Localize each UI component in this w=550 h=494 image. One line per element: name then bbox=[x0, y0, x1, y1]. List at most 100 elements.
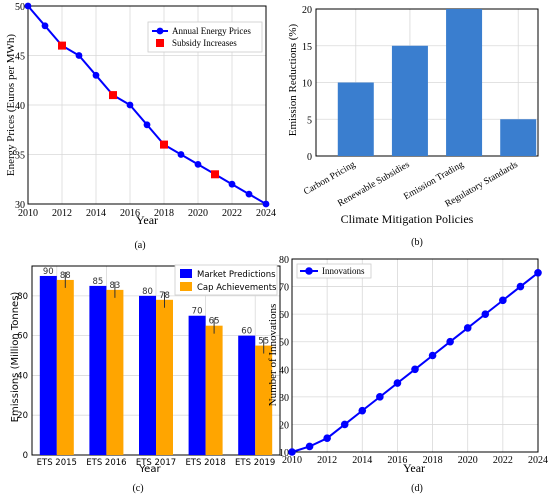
panel-d-ylabel: Number of Innovations bbox=[267, 304, 279, 407]
y-tick-label: 50 bbox=[15, 2, 25, 13]
y-tick-label: 70 bbox=[279, 283, 289, 294]
y-tick-label: 40 bbox=[279, 365, 289, 376]
x-tick-label: ETS 2017 bbox=[136, 458, 176, 468]
legend-label: Subsidy Increases bbox=[172, 38, 237, 48]
y-tick-label: 5 bbox=[307, 115, 312, 126]
y-tick-label: 60 bbox=[279, 310, 289, 321]
y-tick-label: 10 bbox=[279, 448, 289, 459]
panel-a-energy-prices: Year Energy Prices (Euros per MWh) (a) 2… bbox=[5, 2, 276, 251]
data-label: 88 bbox=[60, 271, 71, 281]
x-tick-label: ETS 2016 bbox=[86, 458, 126, 468]
legend-marker bbox=[156, 27, 164, 35]
x-tick-label: 2020 bbox=[188, 208, 208, 219]
data-label: 90 bbox=[43, 267, 54, 277]
data-point bbox=[463, 324, 472, 332]
subsidy-marker bbox=[58, 41, 66, 50]
panel-c-ets-emissions: Year Emissions (Million Tonnes) (c) 0 20 4… bbox=[10, 264, 281, 494]
bar bbox=[238, 335, 256, 455]
x-tick-label: 2024 bbox=[528, 455, 548, 466]
x-tick-label: 2012 bbox=[317, 455, 337, 466]
x-tick-label: 2020 bbox=[458, 455, 478, 466]
subsidy-marker bbox=[109, 91, 117, 100]
y-tick-label: 0 bbox=[307, 152, 312, 163]
x-tick-label: 2018 bbox=[423, 455, 443, 466]
y-tick-label: 40 bbox=[15, 101, 25, 112]
panel-c-ylabel: Emissions (Million Tonnes) bbox=[10, 292, 21, 423]
data-point bbox=[428, 351, 437, 360]
y-tick-label: 20 bbox=[17, 411, 28, 421]
panel-d-xlabel: Year bbox=[403, 461, 425, 475]
panel-a-xlabel: Year bbox=[136, 213, 158, 227]
data-point bbox=[288, 448, 296, 456]
panel-c-caption: (c) bbox=[132, 483, 143, 494]
data-label: 60 bbox=[241, 327, 252, 337]
bar bbox=[156, 299, 173, 455]
panel-c-xlabel: Year bbox=[138, 464, 161, 475]
y-tick-label: 30 bbox=[15, 200, 25, 211]
data-point bbox=[75, 52, 83, 59]
data-point bbox=[177, 151, 185, 158]
y-tick-label: 40 bbox=[17, 371, 28, 381]
legend-label: Innovations bbox=[322, 266, 365, 276]
panel-d-innovations: Year Number of Innovations (d) 2010 2012 2… bbox=[267, 255, 548, 494]
y-tick-label: 50 bbox=[279, 338, 289, 349]
bar bbox=[188, 315, 206, 455]
panel-d-caption: (d) bbox=[411, 483, 423, 494]
y-tick-label: 30 bbox=[279, 393, 289, 404]
data-label: 83 bbox=[109, 281, 120, 291]
y-tick-label: 10 bbox=[302, 79, 312, 90]
legend-label: Annual Energy Prices bbox=[172, 26, 251, 36]
y-tick-label: 80 bbox=[279, 255, 289, 266]
bar bbox=[337, 82, 374, 156]
x-tick-label: 2014 bbox=[352, 455, 372, 466]
x-tick-label: 2010 bbox=[282, 455, 302, 466]
data-point bbox=[481, 310, 490, 318]
panel-b-caption: (b) bbox=[411, 237, 423, 248]
data-point bbox=[228, 180, 236, 188]
x-tick-label: ETS 2015 bbox=[37, 458, 77, 468]
data-point bbox=[376, 393, 384, 401]
data-label: 65 bbox=[209, 317, 220, 327]
bar bbox=[89, 285, 107, 455]
y-tick-label: 15 bbox=[302, 42, 312, 53]
x-tick-label: 2024 bbox=[256, 208, 276, 219]
data-point bbox=[499, 296, 507, 305]
data-label: 70 bbox=[192, 307, 203, 317]
data-point bbox=[305, 442, 314, 451]
data-point bbox=[411, 365, 419, 374]
data-point bbox=[534, 268, 542, 277]
data-point bbox=[262, 200, 270, 208]
data-point bbox=[126, 101, 134, 109]
data-label: 55 bbox=[258, 337, 269, 347]
y-tick-label: 80 bbox=[17, 292, 28, 302]
data-point bbox=[446, 337, 454, 346]
data-point bbox=[24, 2, 32, 10]
legend-marker bbox=[156, 39, 164, 47]
data-point bbox=[245, 190, 253, 198]
panel-b-ylabel: Emission Reductions (%) bbox=[287, 23, 299, 136]
x-tick-label: 2010 bbox=[18, 208, 38, 219]
bar bbox=[500, 119, 537, 156]
x-tick-label: 2016 bbox=[387, 455, 407, 466]
data-point bbox=[358, 406, 367, 415]
subsidy-marker bbox=[160, 140, 168, 149]
panel-b-xlabel: Climate Mitigation Policies bbox=[341, 212, 474, 226]
data-point bbox=[393, 379, 402, 387]
x-tick-label: 2022 bbox=[222, 208, 242, 219]
y-tick-label: 60 bbox=[17, 332, 28, 342]
y-tick-label: 20 bbox=[279, 420, 289, 431]
plot-frame bbox=[27, 5, 267, 205]
panel-b-emission-reductions: Climate Mitigation Policies Emission Red… bbox=[287, 5, 539, 248]
plot-frame bbox=[291, 258, 539, 453]
y-tick-label: 45 bbox=[15, 52, 25, 63]
y-tick-label: 0 bbox=[23, 451, 28, 461]
panel-a-caption: (a) bbox=[134, 240, 145, 251]
bar bbox=[391, 45, 428, 156]
x-tick-label: 2014 bbox=[86, 208, 106, 219]
legend-box bbox=[147, 21, 263, 53]
data-label: 85 bbox=[92, 277, 103, 287]
y-tick-label: 20 bbox=[302, 5, 312, 16]
bar bbox=[255, 345, 273, 455]
data-label: 78 bbox=[159, 291, 170, 301]
